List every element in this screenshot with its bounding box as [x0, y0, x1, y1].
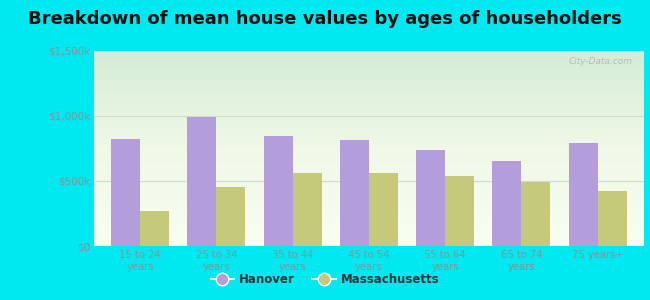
Bar: [292, 173, 322, 246]
Legend: Hanover, Massachusetts: Hanover, Massachusetts: [206, 269, 444, 291]
Text: City-Data.com: City-Data.com: [569, 57, 632, 66]
Bar: [416, 150, 445, 246]
Bar: [111, 140, 140, 246]
Bar: [493, 161, 521, 246]
Bar: [140, 211, 169, 246]
Bar: [216, 187, 245, 246]
Bar: [598, 191, 627, 246]
Bar: [521, 182, 551, 246]
Bar: [445, 176, 474, 246]
Bar: [340, 140, 369, 246]
Text: Breakdown of mean house values by ages of householders: Breakdown of mean house values by ages o…: [28, 11, 622, 28]
Bar: [187, 117, 216, 246]
Bar: [569, 143, 598, 246]
Bar: [369, 173, 398, 246]
Bar: [264, 136, 292, 246]
